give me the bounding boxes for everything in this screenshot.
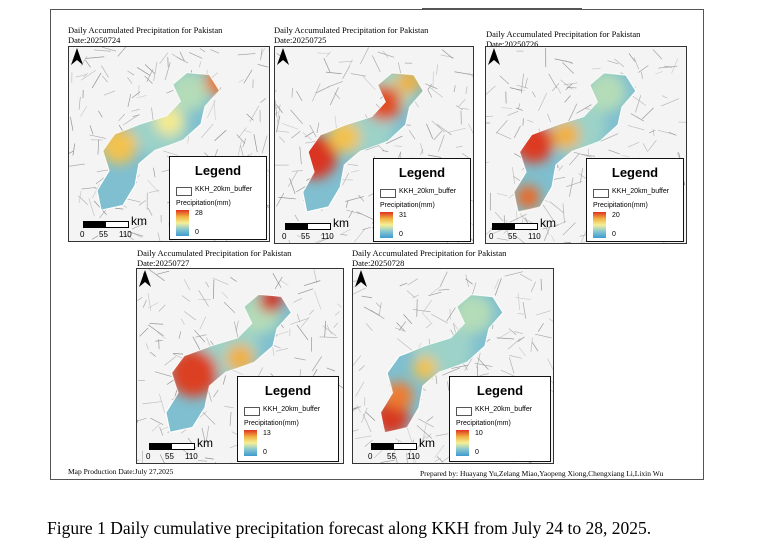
panel-2-legend: Legend KKH_20km_buffer Precipitation(mm)…	[373, 158, 471, 242]
figure-caption: Figure 1 Daily cumulative precipitation …	[47, 518, 652, 538]
panel-3-scalebar: km 0 55 110	[489, 216, 556, 241]
north-arrow-icon	[277, 48, 289, 65]
panel-4-scalebar: km 0 55 110	[146, 436, 213, 461]
panel-5-scalebar: km 0 55 110	[368, 436, 435, 461]
north-arrow-icon	[139, 270, 151, 287]
north-arrow-icon	[355, 270, 367, 287]
panel-1-map[interactable]: Legend KKH_20km_buffer Precipitation(mm)…	[68, 46, 270, 242]
precip-color-ramp	[593, 212, 606, 238]
panel-3-map[interactable]: Legend KKH_20km_buffer Precipitation(mm)…	[485, 46, 687, 244]
precip-color-ramp	[244, 430, 257, 456]
panel-2-map[interactable]: Legend KKH_20km_buffer Precipitation(mm)…	[274, 46, 474, 244]
panel-3-title: Daily Accumulated Precipitation for Paki…	[486, 29, 641, 49]
panel-5-map[interactable]: Legend KKH_20km_buffer Precipitation(mm)…	[352, 268, 554, 464]
panel-4-title: Daily Accumulated Precipitation for Paki…	[137, 248, 292, 268]
panel-2-scalebar: km 0 55 110	[282, 216, 349, 241]
precip-color-ramp	[456, 430, 469, 456]
buffer-swatch	[244, 407, 260, 416]
north-arrow-icon	[488, 48, 500, 65]
panel-3-legend: Legend KKH_20km_buffer Precipitation(mm)…	[586, 158, 684, 242]
production-date: Map Production Date:July 27,2025	[68, 467, 174, 476]
panel-1-title: Daily Accumulated Precipitation for Paki…	[68, 25, 223, 45]
buffer-swatch	[456, 407, 472, 416]
buffer-swatch	[380, 189, 396, 198]
panel-4-legend: Legend KKH_20km_buffer Precipitation(mm)…	[237, 376, 339, 462]
buffer-swatch	[593, 189, 609, 198]
panel-5-title: Daily Accumulated Precipitation for Paki…	[352, 248, 507, 268]
header-rule	[422, 8, 582, 9]
panel-1-scalebar: km 0 55 110	[80, 214, 147, 239]
buffer-swatch	[176, 187, 192, 196]
north-arrow-icon	[71, 48, 83, 65]
panel-4-map[interactable]: Legend KKH_20km_buffer Precipitation(mm)…	[136, 268, 344, 464]
precip-color-ramp	[380, 212, 393, 238]
panel-5-legend: Legend KKH_20km_buffer Precipitation(mm)…	[449, 376, 551, 462]
precip-color-ramp	[176, 210, 189, 236]
panel-1-legend: Legend KKH_20km_buffer Precipitation(mm)…	[169, 156, 267, 240]
prepared-by: Prepared by: Huayang Yu,Zelang Miao,Yaop…	[420, 469, 664, 478]
panel-2-title: Daily Accumulated Precipitation for Paki…	[274, 25, 429, 45]
